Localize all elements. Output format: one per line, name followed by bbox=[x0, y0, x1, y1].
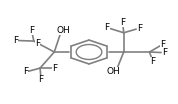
Text: OH: OH bbox=[56, 27, 70, 35]
Text: F: F bbox=[30, 26, 35, 35]
Text: F: F bbox=[162, 48, 167, 57]
Text: F: F bbox=[52, 64, 57, 73]
Text: F: F bbox=[137, 24, 142, 33]
Text: F: F bbox=[120, 18, 125, 27]
Text: F: F bbox=[150, 57, 155, 66]
Text: F: F bbox=[38, 75, 43, 84]
Text: F: F bbox=[13, 36, 18, 45]
Text: F: F bbox=[23, 67, 28, 76]
Text: F: F bbox=[105, 23, 110, 32]
Text: F: F bbox=[35, 39, 40, 48]
Text: F: F bbox=[161, 40, 166, 49]
Text: OH: OH bbox=[106, 67, 120, 76]
